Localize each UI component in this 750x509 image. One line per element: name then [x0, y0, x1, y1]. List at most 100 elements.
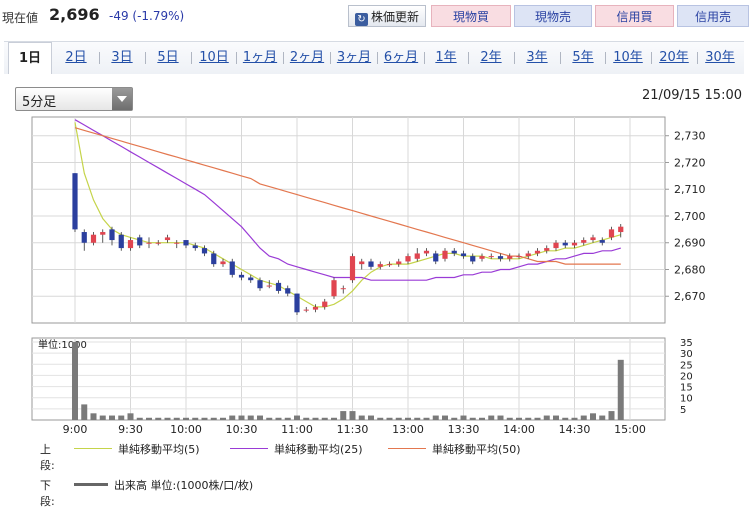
tab-3m[interactable]: 3ヶ月	[336, 50, 372, 65]
candle-body	[405, 256, 411, 262]
refresh-icon: ↻	[354, 13, 368, 26]
volume-bar	[423, 417, 430, 420]
tab-10d[interactable]: 10日	[199, 50, 229, 65]
volume-bar	[312, 417, 319, 420]
volume-bar	[442, 415, 448, 420]
volume-bar	[414, 417, 421, 420]
volume-bar	[303, 417, 310, 420]
volume-bar	[580, 415, 587, 420]
interval-select[interactable]: 5分足	[15, 87, 133, 111]
candle-body	[109, 229, 115, 241]
tab-separator	[514, 52, 515, 64]
tab-1d[interactable]: 1日	[8, 42, 52, 74]
candle-body	[377, 264, 383, 267]
tab-5y[interactable]: 5年	[572, 50, 594, 65]
candle-body	[192, 245, 198, 249]
candle-body	[146, 242, 152, 244]
volume-y-tick-label: 5	[680, 405, 686, 416]
chevron-down-icon[interactable]	[112, 88, 132, 110]
legend-item-volume: 出来高 単位:(1000株/口/枚)	[74, 477, 253, 493]
y-tick-label: 2,730	[674, 130, 706, 143]
volume-bar	[497, 415, 504, 420]
volume-bar	[229, 415, 236, 420]
ma-line-50	[74, 127, 621, 265]
x-tick-label: 10:30	[226, 423, 258, 436]
tab-separator	[468, 52, 469, 64]
candle-body	[349, 256, 356, 281]
candle-body	[414, 253, 420, 259]
volume-y-tick-label: 25	[680, 360, 693, 371]
volume-y-tick-label: 10	[680, 394, 693, 405]
price-plot-frame	[31, 116, 666, 324]
candle-body	[571, 242, 578, 246]
tab-2y[interactable]: 2年	[480, 50, 502, 65]
tab-3y[interactable]: 3年	[526, 50, 548, 65]
volume-y-tick-label: 15	[680, 383, 693, 394]
cash-sell-button[interactable]: 現物売	[514, 5, 592, 27]
ma-line-25	[74, 119, 621, 281]
volume-bar	[220, 417, 226, 420]
tab-6m[interactable]: 6ヶ月	[383, 50, 419, 65]
legend-item-ma50-label: 単純移動平均(50)	[432, 443, 521, 456]
candle-body	[100, 232, 106, 235]
candle-body	[544, 248, 550, 251]
volume-bar	[118, 415, 125, 420]
volume-bar	[321, 417, 328, 420]
legend-item-ma5: 単純移動平均(5)	[74, 441, 200, 457]
volume-bar	[571, 417, 578, 420]
volume-bar	[405, 417, 411, 420]
y-tick-label: 2,680	[674, 263, 706, 276]
candle-body	[164, 237, 171, 241]
tab-separator	[145, 52, 146, 64]
tab-2d[interactable]: 2日	[65, 50, 87, 65]
volume-bar	[183, 417, 189, 420]
candle-body	[386, 264, 393, 266]
tab-3d[interactable]: 3日	[111, 50, 133, 65]
x-tick-label: 9:00	[63, 423, 88, 436]
candle-body	[340, 288, 346, 290]
header-bar: 現在値 2,696 -49 (-1.79%) ↻ 株価更新 現物買 現物売 信用買…	[0, 0, 750, 34]
volume-bar	[506, 417, 513, 420]
refresh-price-button[interactable]: ↻ 株価更新	[348, 5, 426, 27]
candle-body	[608, 229, 615, 238]
volume-bar	[460, 415, 467, 420]
tab-separator	[605, 52, 606, 64]
x-tick-label: 11:30	[337, 423, 369, 436]
margin-buy-button[interactable]: 信用買	[595, 5, 674, 27]
candle-body	[303, 309, 309, 311]
refresh-price-label: 株価更新	[370, 10, 419, 24]
tab-1y[interactable]: 1年	[435, 50, 457, 65]
cash-buy-button[interactable]: 現物買	[431, 5, 511, 27]
candle-body	[442, 250, 448, 259]
volume-bar	[127, 413, 134, 420]
volume-bar	[99, 415, 106, 420]
candle-body	[118, 234, 124, 249]
legend-swatch-ma5	[74, 448, 112, 449]
y-tick-label: 2,700	[674, 210, 706, 223]
candle-body	[155, 242, 161, 244]
tab-1m[interactable]: 1ヶ月	[242, 50, 278, 65]
tab-2m[interactable]: 2ヶ月	[289, 50, 325, 65]
volume-y-tick-label: 35	[680, 338, 693, 349]
candle-body	[553, 242, 559, 249]
candle-body	[322, 301, 328, 307]
candle-body	[497, 256, 504, 259]
tab-5d[interactable]: 5日	[157, 50, 179, 65]
margin-sell-button[interactable]: 信用売	[677, 5, 749, 27]
volume-bar	[617, 359, 624, 420]
candle-body	[451, 250, 457, 254]
candle-body	[470, 256, 476, 262]
candle-body	[433, 253, 439, 262]
x-tick-label: 9:30	[118, 423, 143, 436]
volume-bar	[192, 417, 199, 420]
candle-body	[266, 285, 272, 287]
volume-bar	[488, 415, 495, 420]
tab-separator	[99, 52, 100, 64]
volume-bar	[358, 415, 365, 420]
tab-20y[interactable]: 20年	[659, 50, 689, 65]
tab-separator	[697, 52, 698, 64]
tab-30y[interactable]: 30年	[705, 50, 735, 65]
tab-10y[interactable]: 10年	[613, 50, 643, 65]
legend-item-ma50: 単純移動平均(50)	[388, 441, 521, 457]
